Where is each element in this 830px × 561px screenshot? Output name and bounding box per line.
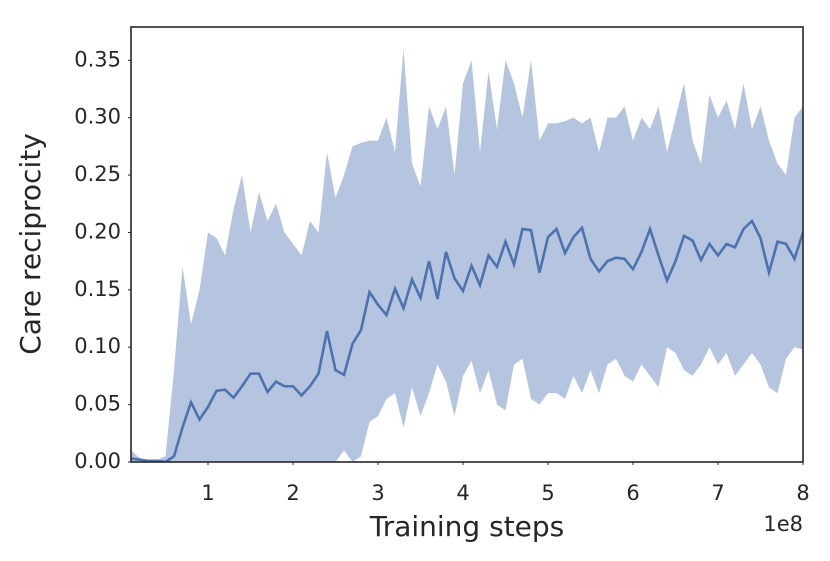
x-tick-label: 5: [541, 481, 554, 505]
x-offset-label: 1e8: [763, 512, 803, 536]
x-tick-label: 2: [286, 481, 299, 505]
plot-frame: [130, 26, 804, 463]
y-tick-label: 0.00: [74, 449, 121, 473]
y-tick-label: 0.05: [74, 392, 121, 416]
y-tick-label: 0.10: [74, 334, 121, 358]
x-tick-label: 8: [796, 481, 809, 505]
mean-line: [131, 218, 803, 462]
x-tick-label: 1: [201, 481, 214, 505]
y-tick-label: 0.35: [74, 47, 121, 71]
y-tick-label: 0.20: [74, 219, 121, 243]
x-tick-label: 3: [371, 481, 384, 505]
y-axis-label: Care reciprocity: [14, 133, 47, 355]
y-tick-label: 0.30: [74, 105, 121, 129]
confidence-band: [131, 48, 803, 462]
x-tick-label: 7: [711, 481, 724, 505]
y-tick-label: 0.15: [74, 277, 121, 301]
x-tick-label: 6: [626, 481, 639, 505]
x-axis-label: Training steps: [369, 510, 565, 543]
x-tick-label: 4: [456, 481, 469, 505]
y-tick-label: 0.25: [74, 162, 121, 186]
